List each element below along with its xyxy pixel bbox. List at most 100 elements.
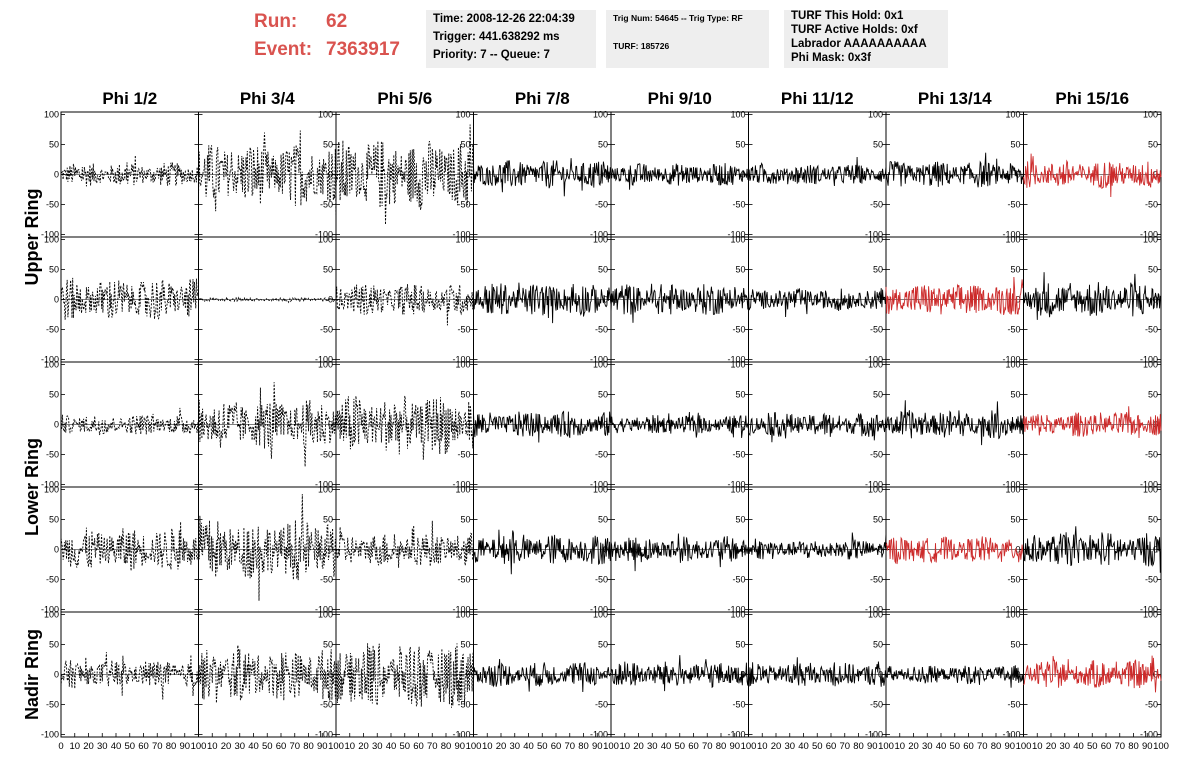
y-tick-label: -100 xyxy=(727,730,745,740)
waveform-trace xyxy=(335,284,474,326)
y-tick-label: 100 xyxy=(1005,110,1020,120)
x-tick-label: 100 xyxy=(1153,741,1169,752)
y-tick-label: -50 xyxy=(870,700,883,710)
y-tick-label: 100 xyxy=(1005,235,1020,245)
y-tick-label: 0 xyxy=(1153,545,1158,555)
time-text: Time: 2008-12-26 22:04:39 xyxy=(433,13,575,25)
y-tick-label: 50 xyxy=(735,390,745,400)
row-group-label: Lower Ring xyxy=(22,438,42,536)
y-tick-label: -100 xyxy=(590,480,608,490)
y-tick-label: 100 xyxy=(318,485,333,495)
waveform-trace xyxy=(885,665,1024,688)
y-tick-label: -50 xyxy=(320,200,333,210)
y-tick-label: -100 xyxy=(452,730,470,740)
y-tick-label: -100 xyxy=(1002,355,1020,365)
waveform-trace xyxy=(610,411,749,438)
y-tick-label: 0 xyxy=(878,545,883,555)
y-tick-label: 100 xyxy=(44,485,59,495)
y-tick-label: 100 xyxy=(730,360,745,370)
x-tick-label: 70 xyxy=(427,741,438,752)
x-tick-label: 90 xyxy=(317,741,328,752)
y-tick-label: -50 xyxy=(1145,200,1158,210)
x-tick-label: 90 xyxy=(592,741,603,752)
y-tick-label: -50 xyxy=(320,325,333,335)
y-tick-label: -50 xyxy=(1007,575,1020,585)
waveform-trace xyxy=(610,283,749,323)
x-tick-label: 30 xyxy=(234,741,245,752)
trigger-text: Trigger: 441.638292 ms xyxy=(433,31,560,43)
waveform-trace xyxy=(473,158,612,197)
waveform-trace xyxy=(748,657,887,687)
x-tick-label: 10 xyxy=(207,741,218,752)
y-tick-label: -50 xyxy=(1007,325,1020,335)
waveform-trace xyxy=(748,412,887,443)
y-tick-label: 50 xyxy=(873,265,883,275)
waveform-trace xyxy=(198,645,337,704)
y-tick-label: -50 xyxy=(732,200,745,210)
x-tick-label: 0 xyxy=(58,741,63,752)
y-tick-label: -100 xyxy=(41,480,59,490)
x-tick-label: 60 xyxy=(826,741,837,752)
y-tick-label: -100 xyxy=(41,355,59,365)
y-tick-label: 0 xyxy=(328,170,333,180)
y-tick-label: 100 xyxy=(44,235,59,245)
waveform-trace xyxy=(473,410,612,443)
x-tick-label: 90 xyxy=(179,741,190,752)
x-tick-label: 50 xyxy=(949,741,960,752)
y-tick-label: -100 xyxy=(590,730,608,740)
y-tick-label: 50 xyxy=(323,640,333,650)
x-tick-label: 30 xyxy=(784,741,795,752)
x-tick-label: 20 xyxy=(1046,741,1057,752)
waveform-trace xyxy=(335,643,474,708)
y-tick-label: 100 xyxy=(593,485,608,495)
y-tick-label: 100 xyxy=(730,485,745,495)
waveform-trace xyxy=(60,407,199,436)
y-tick-label: 100 xyxy=(318,110,333,120)
y-tick-label: 100 xyxy=(1005,610,1020,620)
y-tick-label: 100 xyxy=(455,235,470,245)
x-tick-label: 40 xyxy=(248,741,259,752)
y-tick-label: 50 xyxy=(598,515,608,525)
y-tick-label: -100 xyxy=(452,355,470,365)
y-tick-label: -100 xyxy=(865,605,883,615)
y-tick-label: 100 xyxy=(44,610,59,620)
y-tick-label: -50 xyxy=(1145,450,1158,460)
x-tick-label: 80 xyxy=(578,741,589,752)
y-tick-label: 50 xyxy=(873,515,883,525)
y-tick-label: -100 xyxy=(1140,730,1158,740)
y-tick-label: -50 xyxy=(1007,700,1020,710)
waveform-trace xyxy=(885,152,1024,188)
x-tick-label: 80 xyxy=(1128,741,1139,752)
y-tick-label: 0 xyxy=(603,420,608,430)
x-tick-label: 90 xyxy=(867,741,878,752)
y-tick-label: 0 xyxy=(328,670,333,680)
y-tick-label: -100 xyxy=(41,605,59,615)
y-tick-label: -50 xyxy=(870,200,883,210)
y-tick-label: 50 xyxy=(323,140,333,150)
y-tick-label: 50 xyxy=(1148,140,1158,150)
waveform-trace xyxy=(60,277,199,320)
x-tick-label: 20 xyxy=(221,741,232,752)
y-tick-label: -50 xyxy=(870,575,883,585)
y-tick-label: -100 xyxy=(1140,230,1158,240)
y-tick-label: -50 xyxy=(457,450,470,460)
y-tick-label: 0 xyxy=(465,170,470,180)
x-tick-label: 80 xyxy=(853,741,864,752)
column-title: Phi 9/10 xyxy=(648,89,712,108)
waveform-trace xyxy=(335,395,474,460)
y-tick-label: 100 xyxy=(593,235,608,245)
y-tick-label: 0 xyxy=(740,420,745,430)
y-tick-label: 0 xyxy=(54,670,59,680)
row-group-label: Upper Ring xyxy=(22,189,42,286)
y-tick-label: -50 xyxy=(46,325,59,335)
x-tick-label: 10 xyxy=(482,741,493,752)
y-tick-label: -50 xyxy=(732,325,745,335)
y-tick-label: -100 xyxy=(1002,480,1020,490)
x-tick-label: 70 xyxy=(152,741,163,752)
x-tick-label: 60 xyxy=(413,741,424,752)
y-tick-label: 50 xyxy=(1010,640,1020,650)
y-tick-label: -100 xyxy=(1140,605,1158,615)
y-tick-label: -100 xyxy=(41,230,59,240)
x-tick-label: 20 xyxy=(496,741,507,752)
